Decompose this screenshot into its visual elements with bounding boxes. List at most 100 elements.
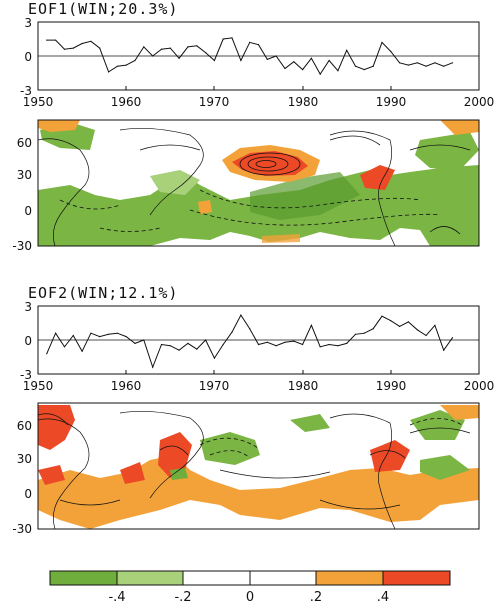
eof1-point-1959 [116,65,118,67]
eof2-point-1970 [213,357,215,359]
eof2-point-1992 [407,321,409,323]
eof2-map-positive-core [38,405,75,450]
eof1-point-1952 [55,39,57,41]
eof1-point-1957 [99,47,101,49]
eof2-point-1981 [310,324,312,326]
colorbar-swatch-weak-negative [117,571,183,585]
eof1-point-1987 [363,69,365,71]
eof2-map-ytick-30: 30 [17,452,32,466]
eof1-point-1975 [257,44,260,46]
eof2-point-1975 [257,343,260,346]
eof2-point-1993 [416,329,418,331]
eof1-point-1993 [416,62,418,64]
eof1-map-negative-region-3 [415,132,479,170]
eof1-point-1979 [293,61,295,63]
eof2-timeseries-panel: 3 0 -3 1950 1960 1970 1980 1990 2000 [20,300,494,393]
eof1-point-1956 [90,40,92,42]
eof1-point-1996 [443,65,445,67]
eof1-point-1972 [231,37,233,39]
eof2-xtick-1960: 1960 [111,379,142,393]
eof1-point-1961 [134,59,136,62]
eof1-xtick-2000: 2000 [464,95,495,109]
eof2-map-panel: 60 30 0 -30 [12,402,480,536]
eof1-point-1974 [249,41,251,44]
colorbar-label-0: 0 [246,590,254,605]
eof2-point-1966 [178,349,180,351]
eof1-map-positive-region-2 [360,165,395,190]
eof1-ytick-3: 3 [24,16,32,30]
eof2-point-1962 [143,339,145,341]
eof2-xtick-2000: 2000 [464,379,495,393]
eof1-point-1963 [152,55,154,57]
eof2-map-positive-core-3 [370,440,410,472]
colorbar-label-04: .4 [377,590,389,605]
eof2-point-1961 [134,342,136,344]
eof1-point-1995 [434,62,436,64]
eof2-point-1995 [434,324,436,326]
eof1-point-1990 [390,50,392,53]
eof1-map-ytick-0: 0 [24,204,32,218]
eof1-point-1962 [143,46,145,48]
colorbar: -.4 -.2 0 .2 .4 [49,570,451,605]
eof2-point-1987 [363,332,365,334]
eof2-point-1983 [328,343,330,346]
eof1-xtick-1990: 1990 [376,95,407,109]
eof2-point-1968 [196,348,198,350]
eof1-map-ytick-60: 60 [17,136,32,150]
eof1-point-1969 [205,52,207,54]
eof1-point-1988 [372,65,374,67]
colorbar-swatch-weak-positive [316,571,383,585]
eof2-point-1965 [169,345,171,347]
eof2-point-1979 [293,340,295,342]
eof2-point-1971 [222,343,224,346]
eof2-xtick-1980: 1980 [288,379,319,393]
eof1-point-1958 [108,71,110,73]
eof2-point-1996 [443,349,445,351]
eof2-point-1954 [72,334,74,337]
eof2-point-1985 [346,342,348,344]
eof1-point-1951 [46,39,48,41]
colorbar-swatch-strong-negative [50,571,117,585]
eof1-point-1971 [222,38,224,40]
eof2-ytick-neg3: -3 [20,368,32,382]
colorbar-label-neg02: -.2 [174,590,191,605]
eof1-map-ytick-neg30: -30 [12,239,32,253]
eof1-point-1960 [125,64,127,66]
eof1-point-1992 [407,64,409,66]
eof2-point-1974 [249,328,251,330]
eof2-point-1994 [425,334,427,337]
eof2-point-1972 [231,331,233,333]
eof1-point-1980 [302,69,304,71]
eof2-ytick-3: 3 [24,300,32,314]
eof1-point-1991 [399,62,401,64]
eof2-point-1997 [451,337,454,339]
eof1-map-frame [37,119,480,247]
eof2-point-1953 [63,346,66,348]
eof1-point-1978 [284,67,286,70]
eof2-point-1964 [160,343,163,346]
eof2-title: EOF2(WIN;12.1%) [28,284,179,302]
eof2-point-1959 [116,332,118,334]
colorbar-swatch-strong-positive [383,571,450,585]
eof2-point-1991 [399,325,401,327]
eof1-point-1954 [72,47,74,49]
eof2-point-1980 [302,343,304,346]
eof1-point-1967 [187,46,189,48]
eof2-map-negative-region [200,432,260,465]
eof1-point-1964 [160,48,163,50]
eof2-ytick-0: 0 [24,334,32,348]
colorbar-label-02: .2 [310,590,322,605]
eof2-point-1951 [46,353,48,355]
eof1-point-1981 [310,57,312,59]
eof1-title: EOF1(WIN;20.3%) [28,0,179,18]
eof1-point-1970 [213,59,215,62]
eof2-point-1952 [55,332,57,334]
eof2-point-1978 [284,341,286,343]
eof2-xtick-1990: 1990 [376,379,407,393]
eof1-xtick-1980: 1980 [288,95,319,109]
eof2-point-1977 [275,345,277,347]
eof2-map-ytick-0: 0 [24,487,32,501]
eof1-point-1973 [240,59,242,62]
eof2-point-1982 [319,346,321,348]
